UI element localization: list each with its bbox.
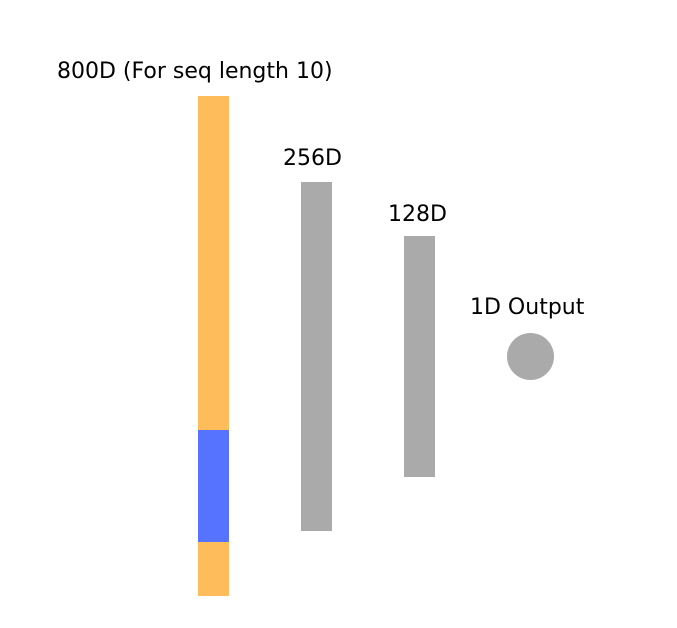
input-layer-label: 800D (For seq length 10) <box>57 59 333 84</box>
output-node <box>507 333 554 380</box>
output-layer-label: 1D Output <box>470 295 585 320</box>
hidden-layer-2-bar <box>404 236 435 477</box>
hidden-layer-1-label: 256D <box>283 146 342 171</box>
input-layer-highlight-segment <box>198 430 229 542</box>
input-layer-bar <box>198 96 229 596</box>
hidden-layer-2-label: 128D <box>388 202 447 227</box>
hidden-layer-1-bar <box>301 182 332 531</box>
